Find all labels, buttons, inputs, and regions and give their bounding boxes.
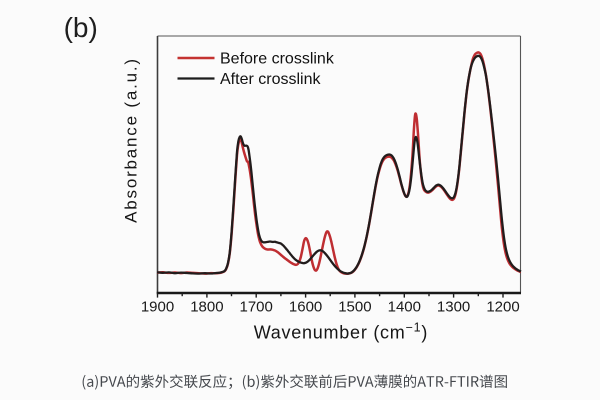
- svg-text:1500: 1500: [338, 299, 371, 316]
- svg-text:1800: 1800: [190, 299, 223, 316]
- svg-text:After crosslink: After crosslink: [220, 71, 321, 88]
- svg-text:1700: 1700: [240, 299, 273, 316]
- svg-text:Before crosslink: Before crosslink: [220, 51, 335, 68]
- svg-text:1200: 1200: [486, 299, 519, 316]
- svg-text:(b): (b): [64, 12, 98, 43]
- svg-text:1400: 1400: [388, 299, 421, 316]
- svg-text:Wavenumber (cm−1): Wavenumber (cm−1): [254, 320, 428, 342]
- svg-text:1900: 1900: [141, 299, 174, 316]
- svg-text:1300: 1300: [437, 299, 470, 316]
- svg-text:1600: 1600: [289, 299, 322, 316]
- svg-text:Absorbance (a.u.): Absorbance (a.u.): [121, 57, 140, 223]
